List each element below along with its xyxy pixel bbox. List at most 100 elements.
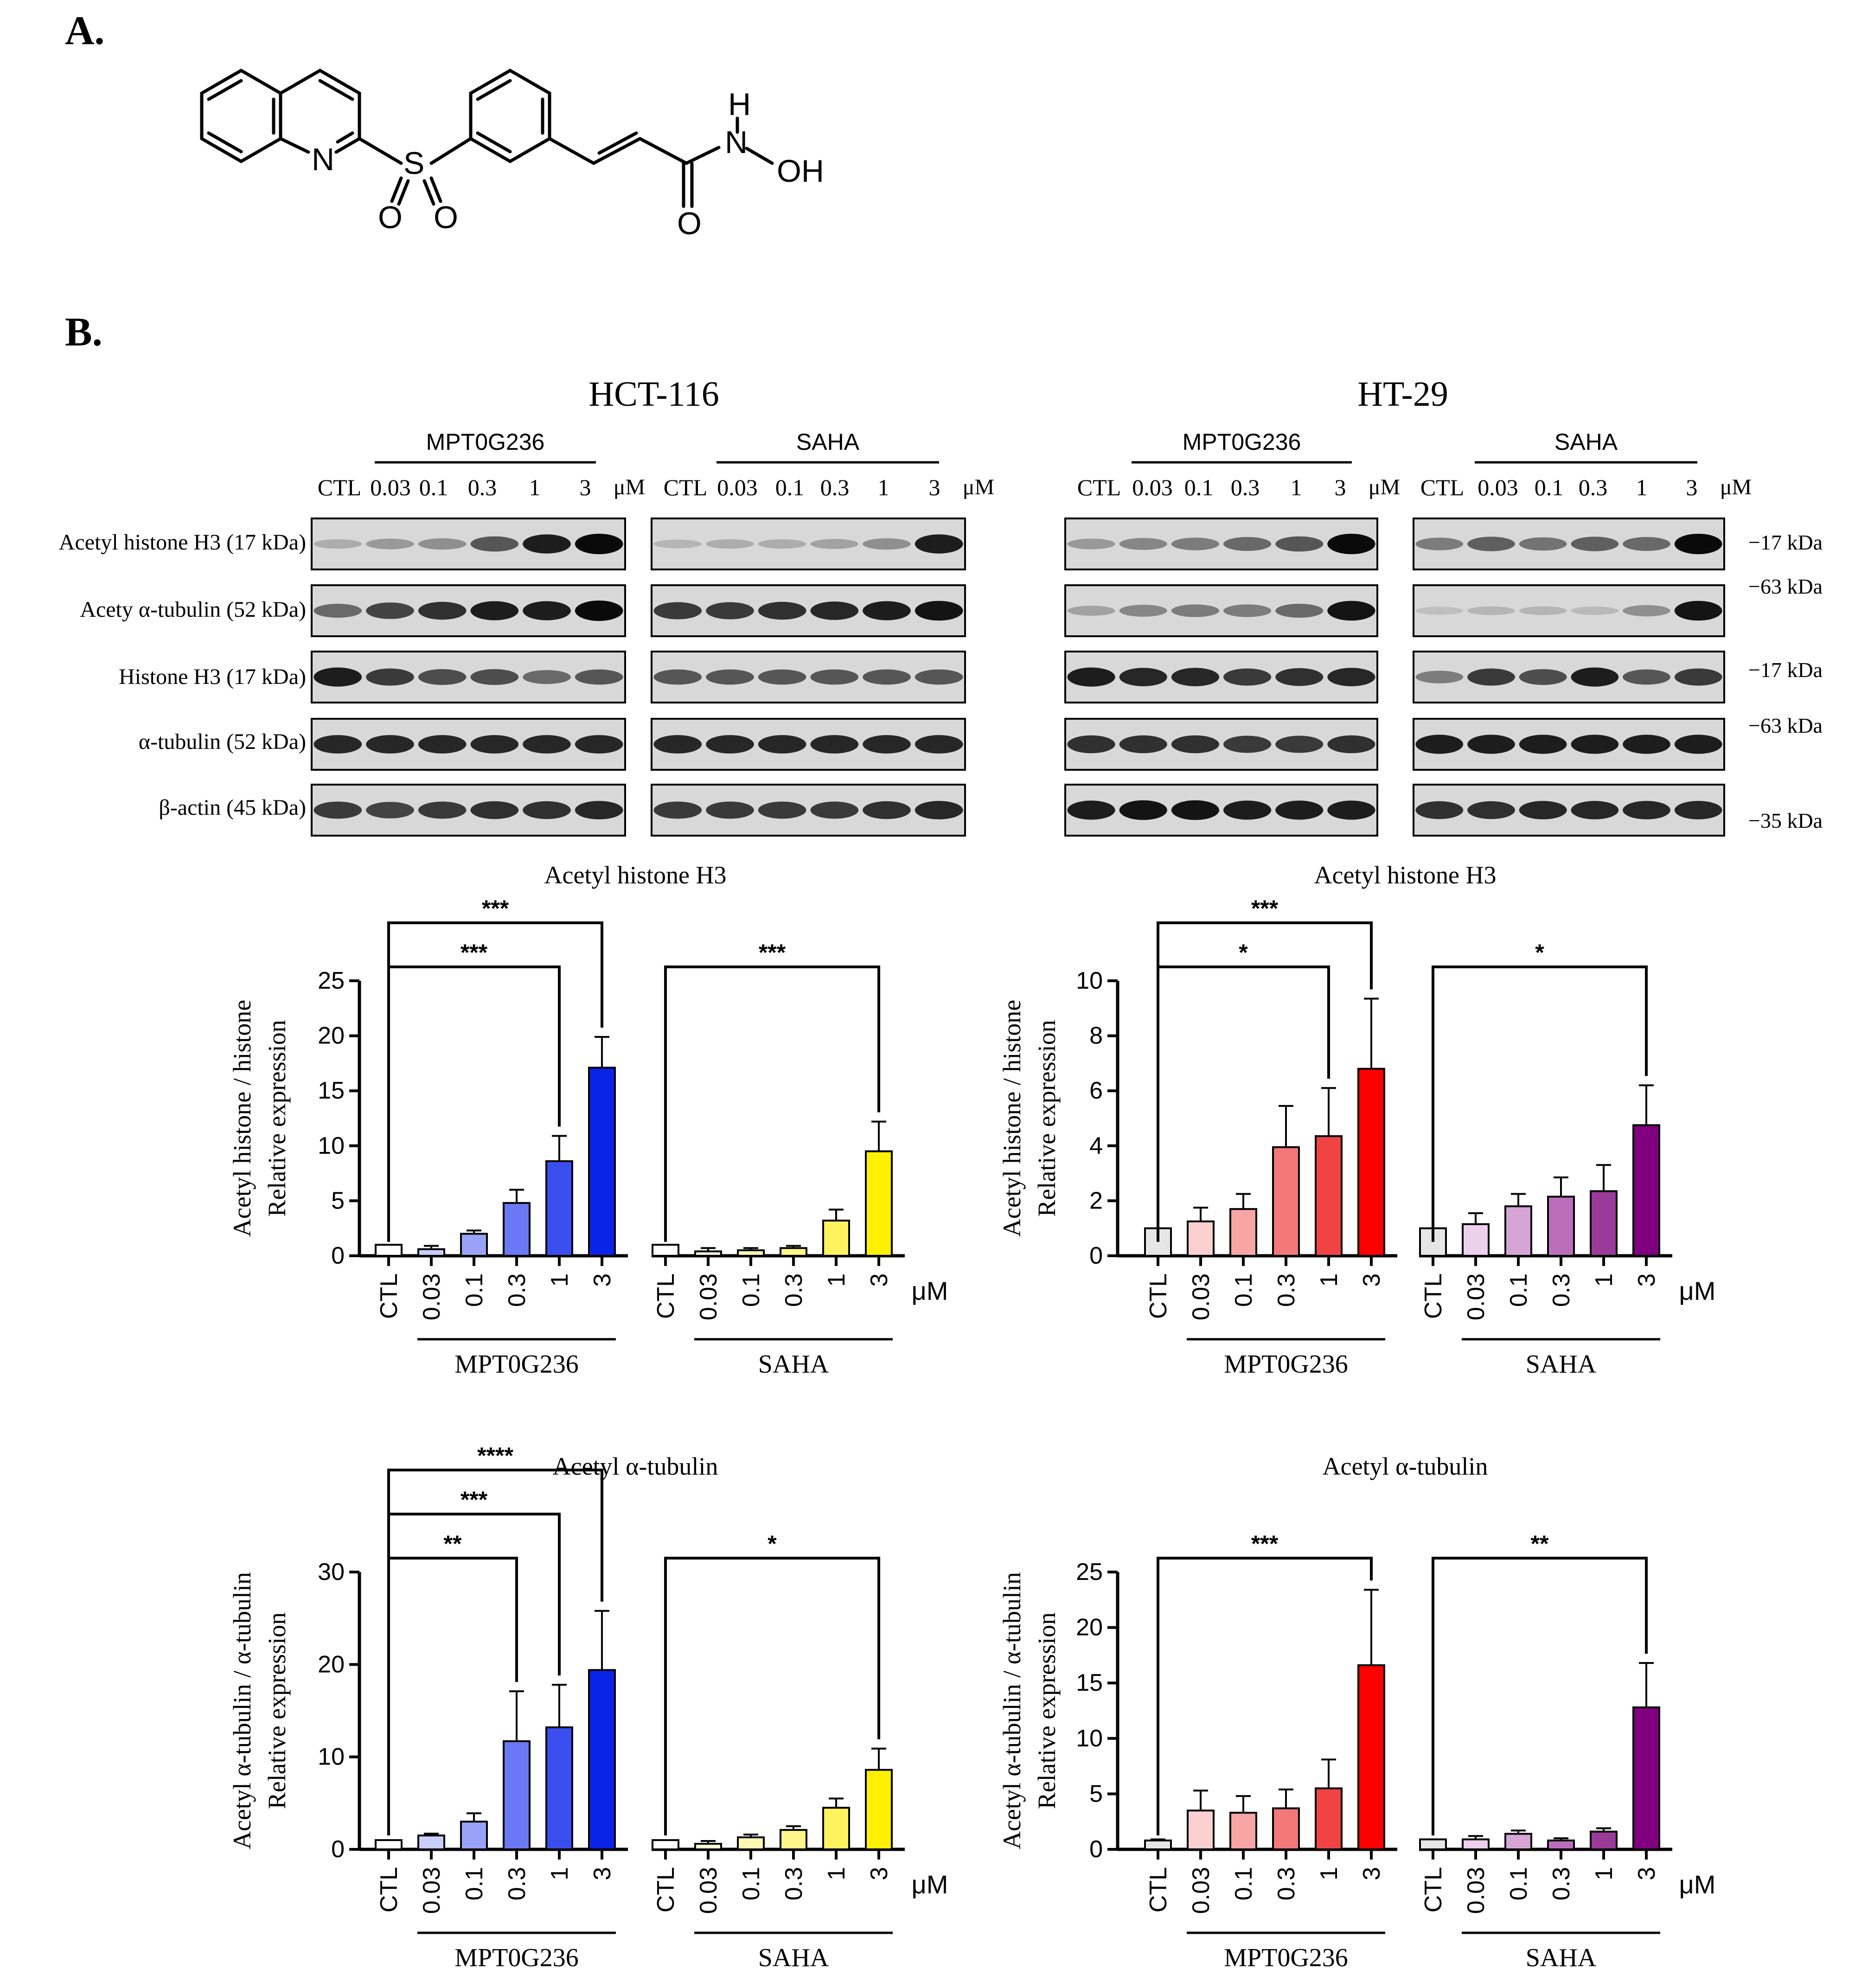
bar: [1187, 1809, 1215, 1851]
blot-band: [575, 669, 623, 685]
group-label: MPT0G236: [454, 1350, 579, 1379]
y-axis-label: Acetyl α-tubulin / α-tubulin: [228, 1572, 256, 1849]
x-tick-label: CTL: [376, 1867, 403, 1912]
blot-band: [1275, 800, 1324, 820]
x-tick-label: 3: [1358, 1273, 1385, 1287]
blot-box: [311, 718, 626, 771]
significance-label: **: [1531, 1531, 1549, 1557]
x-tick-label: CTL: [652, 1867, 679, 1912]
pyridine-ring: [279, 68, 361, 154]
significance-label: **: [444, 1531, 462, 1557]
blot-box: [1413, 651, 1725, 703]
x-tick-label: 0.3: [1548, 1273, 1575, 1307]
blot-band: [653, 602, 702, 620]
blot-band: [366, 538, 414, 550]
x-tick-label: 0.1: [461, 1867, 488, 1900]
bar: [1590, 1830, 1618, 1851]
blot-lane-label: 1: [878, 474, 889, 500]
blot-band: [418, 801, 467, 819]
group-label: MPT0G236: [1224, 1350, 1348, 1379]
blot-lane-label: 0.03: [1132, 474, 1173, 500]
blot-box: [1064, 784, 1378, 837]
blot-band: [1467, 735, 1515, 754]
blot-band: [1674, 735, 1722, 754]
group-label: SAHA: [758, 1943, 829, 1972]
bar: [1357, 1068, 1385, 1257]
blot-band: [1623, 669, 1670, 685]
group-label: SAHA: [1526, 1350, 1597, 1379]
x-tick-label: CTL: [652, 1273, 679, 1319]
x-tick-label: 0.1: [738, 1273, 765, 1307]
bar: [1187, 1220, 1215, 1257]
x-tick-label: CTL: [1145, 1867, 1172, 1912]
blot-band: [1119, 800, 1167, 820]
blot-band: [1674, 801, 1722, 819]
bar: [1462, 1223, 1490, 1257]
bar: [1229, 1208, 1257, 1257]
bar: [1632, 1124, 1660, 1257]
significance-label: ***: [461, 1487, 488, 1513]
y-tick-label: 10: [1076, 1725, 1103, 1752]
blot-band: [1067, 667, 1115, 687]
chart-title: Acetyl α-tubulin: [1323, 1452, 1488, 1480]
blot-band: [1275, 668, 1324, 686]
blot-band: [1571, 735, 1619, 754]
blot-band: [470, 536, 519, 552]
blot-box: [1064, 651, 1378, 703]
blot-box: [1064, 718, 1378, 771]
blot-group-label: SAHA: [1554, 429, 1618, 455]
blot-band: [1171, 735, 1220, 754]
blot-band: [366, 602, 414, 619]
y-tick-label: 10: [318, 1744, 345, 1771]
x-tick-label: 0.1: [1230, 1273, 1257, 1307]
bar: [1229, 1812, 1257, 1850]
blot-band: [653, 735, 702, 754]
blot-band: [470, 801, 519, 819]
bar: [1590, 1190, 1618, 1257]
x-tick-label: 3: [1358, 1867, 1385, 1880]
chart-title: Acetyl histone H3: [544, 861, 727, 889]
blot-box: [1413, 584, 1725, 637]
x-tick-label: CTL: [1420, 1273, 1447, 1319]
y-axis-label: Relative expression: [1033, 1612, 1061, 1809]
x-unit-label: μM: [912, 1276, 948, 1305]
blot-box: [1064, 584, 1378, 637]
x-tick-label: CTL: [1145, 1273, 1172, 1319]
western-blots: MPT0G236 CTL 0.03 0.1 0.3 1 3 μM SAHA CTL 0.03 0.1 0…: [311, 429, 1752, 837]
x-tick-label: 0.03: [1188, 1273, 1215, 1320]
marker-17kda-b: −17 kDa: [1748, 658, 1823, 682]
blot-lane-label: 0.1: [419, 474, 448, 500]
significance-label: ***: [759, 940, 786, 965]
blot-band: [1067, 800, 1115, 820]
bar: [694, 1843, 722, 1851]
group-label: MPT0G236: [1224, 1943, 1348, 1972]
bar: [1632, 1706, 1660, 1850]
x-unit-label: μM: [1679, 1276, 1716, 1305]
blot-band: [523, 670, 571, 684]
significance-bracket: [387, 1513, 561, 1835]
blot-band: [1119, 538, 1167, 550]
blot-lane-label: 0.3: [1231, 474, 1260, 500]
blot-lane-label: 1: [529, 474, 541, 500]
y-tick-label: 20: [1076, 1614, 1103, 1641]
blot-band: [1467, 537, 1515, 551]
bar-chart-0: Acetyl histone H3 0 5 10 15 20 25 Acetyl histon…: [228, 861, 948, 1379]
y-tick-label: 0: [1089, 1836, 1103, 1863]
x-tick-label: 0.3: [504, 1273, 531, 1307]
blot-band: [758, 669, 806, 685]
x-tick-label: 0.03: [695, 1867, 722, 1914]
blot-band: [1327, 534, 1375, 554]
blot-group-label: MPT0G236: [1183, 429, 1301, 455]
blot-band: [863, 601, 911, 620]
blot-lane-label: 0.03: [1478, 474, 1518, 500]
blot-band: [523, 534, 571, 554]
blot-box: [311, 584, 626, 637]
significance-label: ***: [1251, 1531, 1279, 1557]
significance-label: *: [1535, 940, 1544, 965]
atom-oh: OH: [777, 153, 824, 189]
blot-band: [915, 669, 963, 685]
blot-lane-label: 0.1: [775, 474, 805, 500]
marker-63kda-b: −63 kDa: [1748, 714, 1823, 737]
bar: [780, 1247, 807, 1257]
bar: [1315, 1135, 1343, 1257]
